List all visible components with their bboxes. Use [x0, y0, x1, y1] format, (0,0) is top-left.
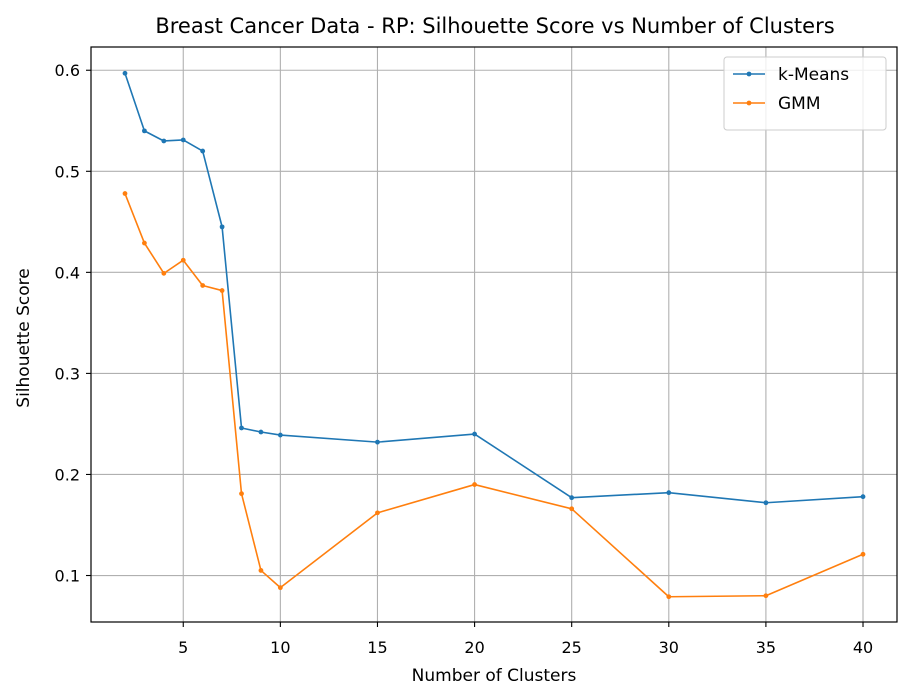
- gmm-data-point: [200, 283, 206, 288]
- gmm-data-point: [763, 593, 769, 599]
- grid-lines: [91, 47, 897, 622]
- gmm-data-point: [122, 191, 128, 196]
- x-tick-label: 5: [178, 638, 188, 657]
- k-means-data-point: [180, 137, 186, 143]
- k-means-data-point: [122, 70, 128, 76]
- k-means-data-point: [375, 439, 380, 445]
- legend-gmm-marker: [746, 100, 752, 106]
- k-means-data-point: [161, 138, 167, 144]
- series-lines: [122, 70, 866, 600]
- plot-area-frame: [90, 46, 898, 623]
- k-means-data-point: [860, 494, 866, 500]
- legend-k-means-label: k-Means: [778, 65, 849, 85]
- y-axis-title: Silhouette Score: [14, 268, 34, 407]
- k-means-data-point: [666, 490, 672, 496]
- y-tick-label: 0.6: [55, 61, 80, 80]
- chart-title: Breast Cancer Data - RP: Silhouette Scor…: [155, 14, 834, 38]
- x-tick-label: 40: [853, 638, 873, 657]
- gmm-data-point: [239, 491, 244, 497]
- gmm-data-point: [142, 240, 147, 246]
- axis-ticks: 5 10 15 20 25 30 35 40 0.1 0.2 0.3 0.4 0.5 0.6: [55, 61, 874, 657]
- x-tick-label: 30: [659, 638, 679, 657]
- gmm-data-point: [219, 288, 225, 293]
- gmm-data-point: [666, 594, 672, 600]
- legend-box: [723, 56, 887, 131]
- k-means-data-point: [200, 148, 206, 154]
- y-tick-label: 0.3: [55, 364, 80, 383]
- gmm-line: [124, 193, 864, 598]
- k-means-data-point: [142, 128, 147, 134]
- legend-k-means-marker: [746, 71, 752, 77]
- y-tick-label: 0.1: [55, 567, 80, 586]
- y-tick-label: 0.4: [55, 263, 80, 282]
- gmm-data-point: [258, 568, 264, 573]
- k-means-data-point: [569, 495, 575, 501]
- k-means-data-point: [219, 224, 225, 230]
- k-means-data-point: [472, 431, 477, 437]
- y-tick-label: 0.2: [55, 465, 80, 484]
- k-means-data-point: [763, 500, 769, 506]
- gmm-data-point: [277, 585, 283, 591]
- x-tick-label: 20: [464, 638, 484, 657]
- gmm-data-point: [472, 482, 477, 487]
- x-tick-label: 15: [367, 638, 387, 657]
- x-tick-label: 10: [270, 638, 290, 657]
- legend-gmm-label: GMM: [778, 94, 821, 114]
- gmm-data-point: [375, 510, 380, 516]
- gmm-data-point: [180, 257, 186, 263]
- gmm-data-point: [161, 270, 167, 276]
- gmm-data-point: [860, 551, 866, 557]
- legend: k-Means GMM: [723, 56, 887, 131]
- x-axis-title: Number of Clusters: [412, 666, 577, 686]
- k-means-data-point: [277, 432, 283, 438]
- gmm-data-point: [569, 506, 575, 512]
- k-means-data-point: [258, 429, 264, 435]
- x-tick-label: 25: [562, 638, 582, 657]
- gmm-series: [122, 191, 866, 600]
- x-tick-label: 35: [756, 638, 776, 657]
- y-tick-label: 0.5: [55, 162, 80, 181]
- k-means-series: [122, 70, 866, 506]
- k-means-data-point: [239, 425, 244, 431]
